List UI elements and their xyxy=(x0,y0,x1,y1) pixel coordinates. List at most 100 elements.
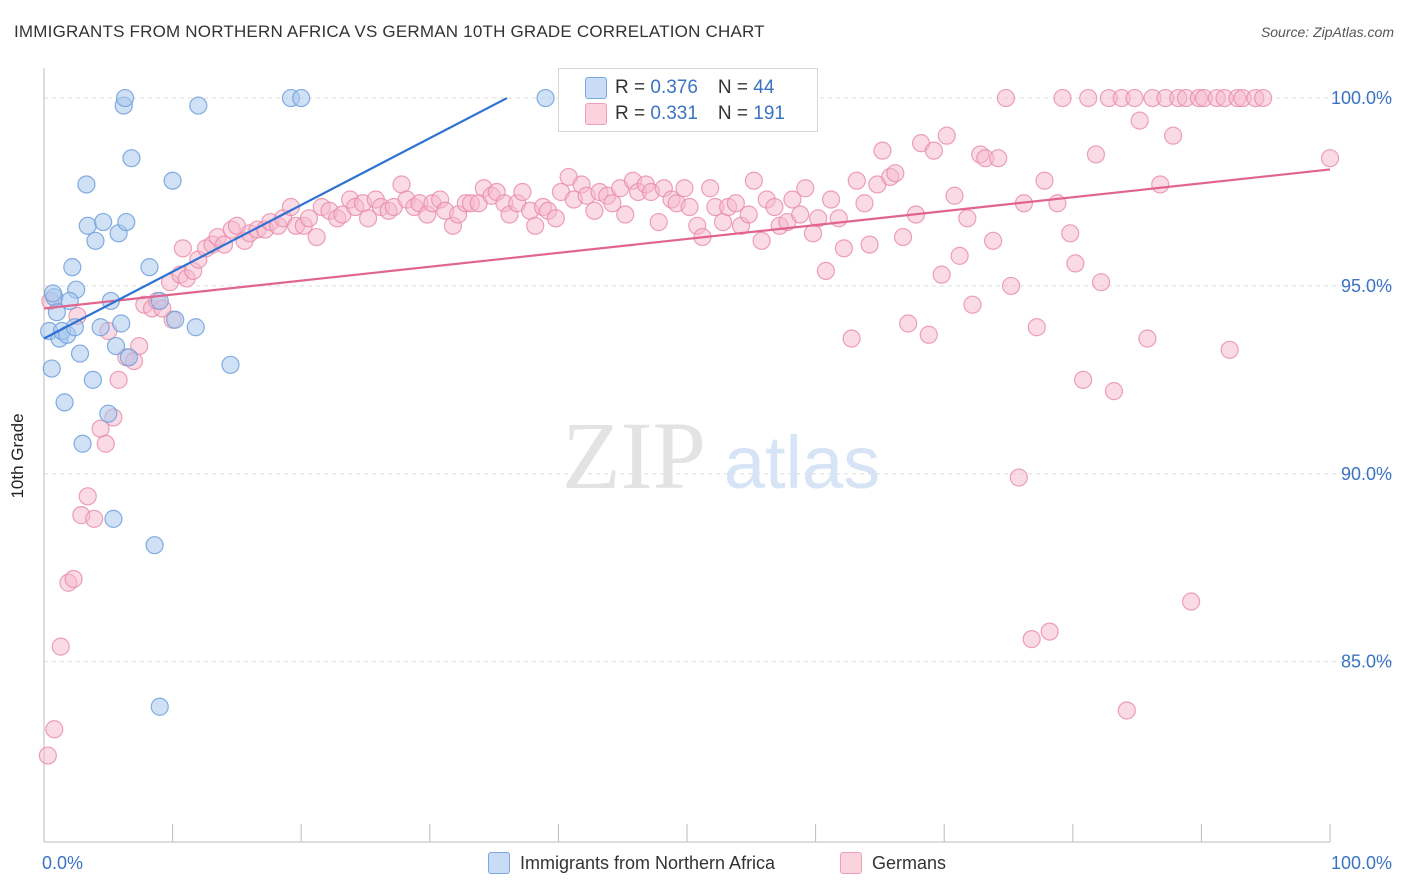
data-point-germans xyxy=(803,224,823,243)
data-point-germans xyxy=(1073,370,1093,389)
data-point-immigrants xyxy=(115,88,135,108)
data-point-immigrants xyxy=(43,284,63,303)
data-point-germans xyxy=(78,487,97,506)
data-point-germans xyxy=(989,149,1008,168)
data-point-germans xyxy=(963,295,982,314)
data-point-germans xyxy=(809,209,828,228)
legend-row-immigrants: R = 0.376 N = 44 xyxy=(585,75,775,101)
data-point-germans xyxy=(307,227,326,247)
data-point-immigrants xyxy=(163,171,182,190)
data-point-germans xyxy=(1182,592,1201,611)
data-point-germans xyxy=(45,720,64,739)
data-point-germans xyxy=(1164,126,1183,145)
data-point-germans xyxy=(855,194,874,213)
data-point-germans xyxy=(173,239,192,258)
data-point-germans xyxy=(1130,111,1149,130)
trend-lines xyxy=(43,97,1331,340)
data-point-germans xyxy=(1320,149,1340,168)
data-point-immigrants xyxy=(77,175,96,194)
legend-n-value: 44 xyxy=(753,77,775,98)
data-point-immigrants xyxy=(55,393,74,412)
trend-line-immigrants xyxy=(43,97,508,340)
trend-line-germans xyxy=(43,168,1331,310)
data-point-germans xyxy=(701,179,720,198)
data-point-germans xyxy=(791,205,810,224)
data-point-immigrants xyxy=(145,536,164,555)
data-point-immigrants xyxy=(140,258,159,277)
legend-r-label: R = xyxy=(615,103,651,124)
data-point-germans xyxy=(109,370,128,389)
data-point-germans xyxy=(842,329,861,348)
data-point-germans xyxy=(945,186,964,205)
y-tick-label: 100.0% xyxy=(1331,88,1392,108)
data-point-germans xyxy=(358,209,378,228)
data-point-germans xyxy=(816,261,835,280)
data-point-immigrants xyxy=(221,355,240,374)
data-point-germans xyxy=(1117,701,1136,720)
data-point-germans xyxy=(834,239,853,258)
data-point-germans xyxy=(1104,382,1124,401)
watermark-atlas: atlas xyxy=(724,421,880,504)
data-point-immigrants xyxy=(83,370,102,389)
y-tick-label: 95.0% xyxy=(1341,276,1392,296)
data-point-immigrants xyxy=(536,88,555,108)
data-point-germans xyxy=(616,205,635,224)
data-point-immigrants xyxy=(186,318,205,337)
watermark-zip: ZIP xyxy=(562,402,706,509)
data-point-germans xyxy=(893,227,913,247)
data-point-immigrants xyxy=(73,434,92,453)
data-point-immigrants xyxy=(78,216,97,235)
data-point-immigrants xyxy=(99,404,118,423)
data-point-germans xyxy=(886,164,905,183)
bottom-legend-swatch-blue xyxy=(488,852,510,874)
data-point-germans xyxy=(526,216,545,235)
data-point-immigrants xyxy=(104,509,123,528)
data-point-germans xyxy=(1066,254,1085,273)
y-tick-label: 90.0% xyxy=(1341,464,1392,484)
legend-box: R = 0.376 N = 44 R = 0.331 N = 191 xyxy=(558,68,818,132)
data-point-immigrants xyxy=(42,359,61,378)
watermark: ZIP atlas xyxy=(562,402,880,509)
data-point-germans xyxy=(603,194,622,213)
data-point-germans xyxy=(1086,145,1106,164)
bottom-legend-germans: Germans xyxy=(840,852,946,874)
data-point-germans xyxy=(38,746,57,765)
legend-row-germans: R = 0.331 N = 191 xyxy=(585,101,785,127)
data-point-germans xyxy=(1035,171,1054,190)
data-point-germans xyxy=(85,509,104,528)
data-point-germans xyxy=(1009,468,1028,487)
data-point-germans xyxy=(513,182,532,202)
legend-r-label: R = xyxy=(615,77,651,98)
data-point-germans xyxy=(958,209,977,228)
data-point-germans xyxy=(744,171,763,190)
data-point-immigrants xyxy=(189,96,208,115)
data-point-immigrants xyxy=(63,258,82,277)
chart-source: Source: ZipAtlas.com xyxy=(1260,24,1394,40)
data-point-germans xyxy=(821,190,841,209)
data-point-germans xyxy=(130,336,149,356)
y-axis-label: 10th Grade xyxy=(8,413,27,499)
data-point-germans xyxy=(96,434,115,453)
data-point-germans xyxy=(1001,276,1021,296)
legend-r-value: 0.376 xyxy=(650,77,698,98)
data-point-germans xyxy=(546,209,565,228)
data-point-immigrants xyxy=(94,212,113,232)
data-point-immigrants xyxy=(122,149,141,168)
x-tick-label: 0.0% xyxy=(42,853,83,873)
data-point-germans xyxy=(983,231,1003,250)
data-point-germans xyxy=(726,194,745,213)
data-point-germans xyxy=(675,179,694,198)
data-point-germans xyxy=(873,141,892,160)
chart-title: IMMIGRANTS FROM NORTHERN AFRICA VS GERMA… xyxy=(14,22,765,41)
data-point-immigrants xyxy=(106,336,126,356)
data-point-germans xyxy=(950,246,969,265)
data-point-germans xyxy=(996,88,1016,108)
bottom-legend-immigrants: Immigrants from Northern Africa xyxy=(488,852,775,874)
bottom-legend-label-germans: Germans xyxy=(872,852,947,873)
data-point-immigrants xyxy=(86,231,105,250)
data-point-germans xyxy=(1079,88,1098,108)
data-point-germans xyxy=(585,201,604,220)
legend-swatch-pink xyxy=(585,103,607,125)
data-point-germans xyxy=(392,175,411,194)
